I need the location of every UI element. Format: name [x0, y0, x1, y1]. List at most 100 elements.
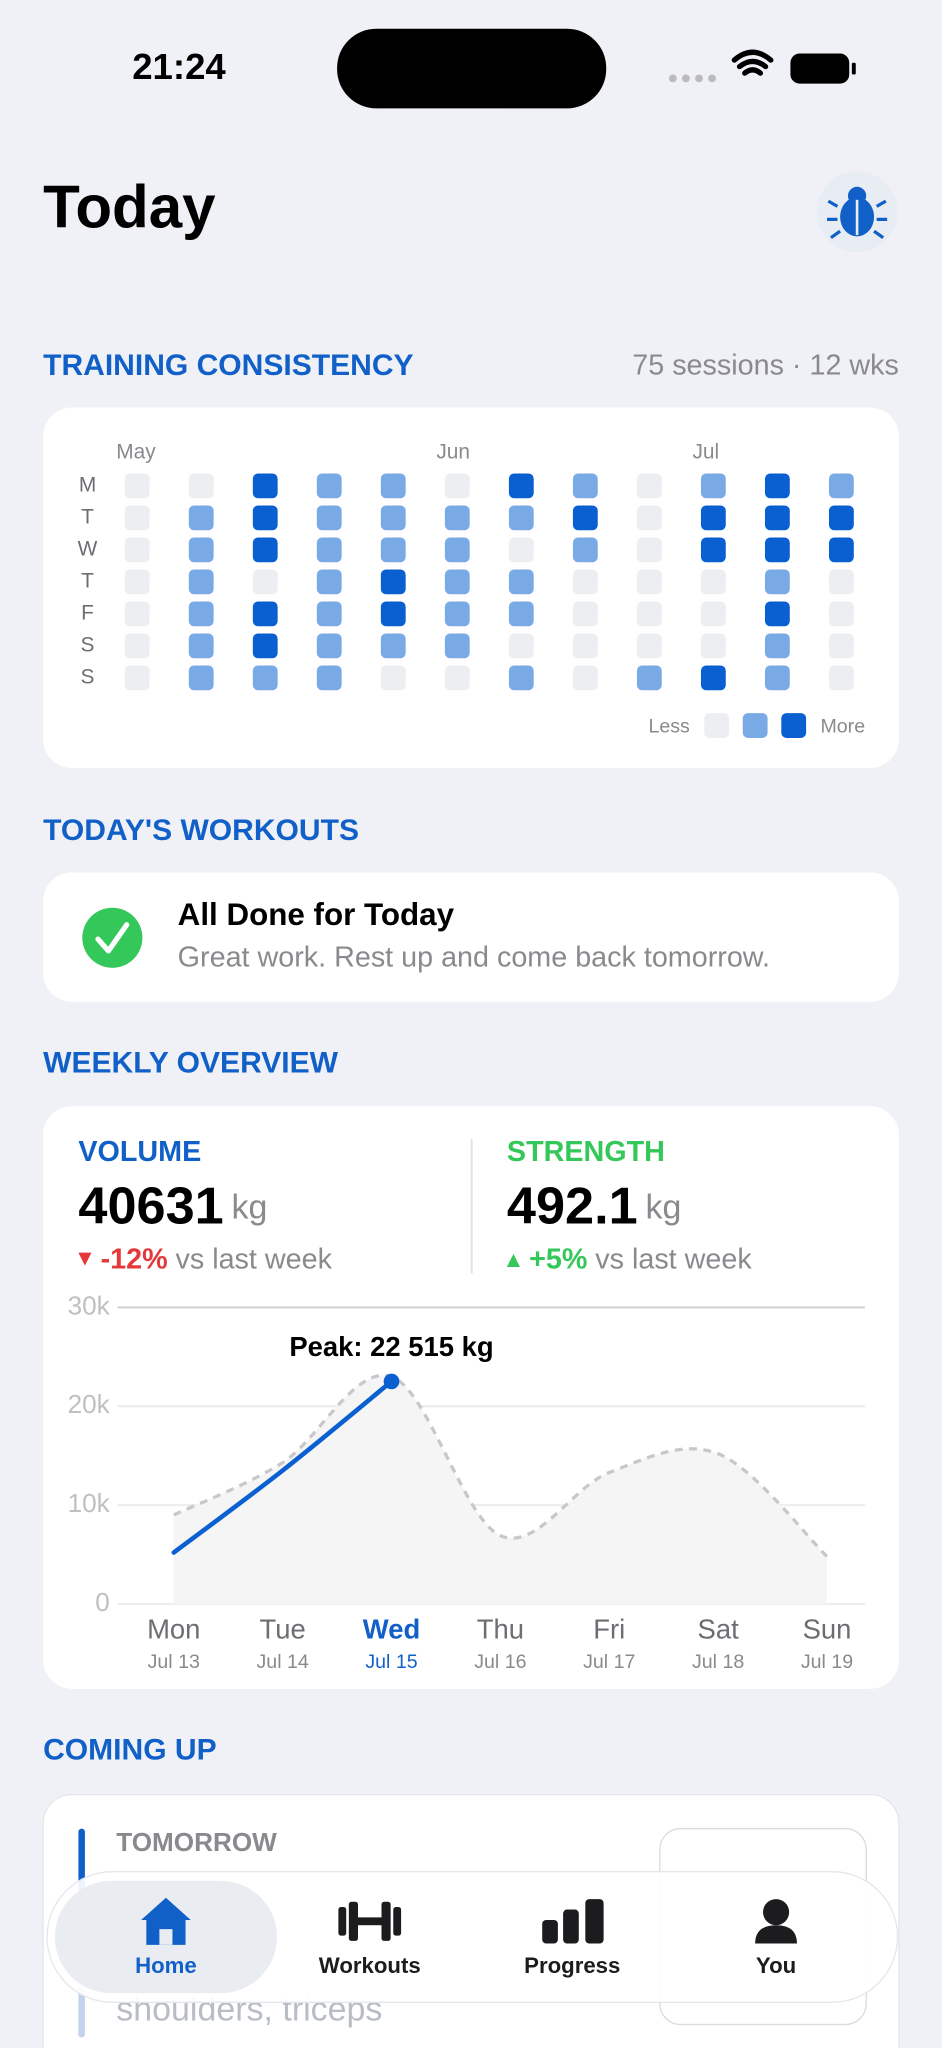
heat-cell [188, 665, 214, 691]
heat-cell [636, 633, 662, 659]
dynamic-island [337, 28, 607, 109]
heat-cell [508, 505, 534, 531]
signal [668, 74, 716, 83]
heat-cell [444, 537, 470, 563]
legend-swatch [781, 713, 807, 738]
heat-cell [700, 505, 726, 531]
volume-chart: 0 10k 20k 30k Peak: 22 515 kg Mon Jul 13 Tue Jul… [68, 1290, 865, 1673]
heat-cell [252, 537, 278, 563]
heat-cell [380, 569, 406, 595]
heat-cell [700, 601, 726, 627]
heat-cell [188, 569, 214, 595]
home-door [159, 1929, 173, 1945]
x-tick-label: Thu [477, 1614, 524, 1645]
workouts-icon[interactable] [338, 1901, 402, 1941]
heat-cell [572, 537, 598, 563]
debug-button[interactable] [816, 171, 898, 253]
value: 40631 [78, 1177, 223, 1235]
heat-cell [380, 601, 406, 627]
heat-cell [700, 633, 726, 659]
heat-cell [252, 505, 278, 531]
heat-cell [572, 569, 598, 595]
heat-cell [636, 665, 662, 691]
consistency-summary: 75 sessions · 12 wks [632, 350, 899, 382]
x-date-label: Jul 14 [257, 1651, 309, 1673]
day-label: S [81, 665, 95, 688]
heat-cell [444, 601, 470, 627]
section-title: COMING UP [43, 1733, 217, 1766]
x-tick-label: Fri [593, 1614, 625, 1645]
heat-cell [444, 569, 470, 595]
comparison: vs last week [175, 1243, 332, 1275]
heat-cell [700, 537, 726, 563]
heat-cell [444, 665, 470, 691]
line [171, 1379, 394, 1555]
heat-cell [764, 569, 790, 595]
card-subtitle: Great work. Rest up and come back tomorr… [178, 941, 770, 973]
heat-cell [380, 537, 406, 563]
heat-cell [828, 601, 854, 627]
heat-cell [572, 505, 598, 531]
heat-cell [636, 601, 662, 627]
x-tick-label: Mon [147, 1614, 200, 1645]
tab-label[interactable]: Workouts [319, 1953, 421, 1978]
heat-cell [828, 505, 854, 531]
heat-cell [508, 537, 534, 563]
up-arrow [506, 1253, 520, 1267]
progress-icon[interactable] [542, 1899, 604, 1944]
change: +5% [529, 1243, 587, 1275]
heat-cell [444, 633, 470, 659]
day-label: F [81, 601, 94, 624]
x-tick-label: Sun [803, 1614, 852, 1645]
heat-cell [316, 601, 342, 627]
heat-cell [124, 601, 150, 627]
y-tick-label: 0 [95, 1587, 110, 1617]
heat-cell [252, 569, 278, 595]
heat-cell [252, 601, 278, 627]
tab-label[interactable]: You [756, 1953, 796, 1978]
status-time: 21:24 [132, 46, 226, 87]
heat-cell [700, 665, 726, 691]
unit: kg [232, 1188, 268, 1226]
heat-cell [316, 537, 342, 563]
tab-label[interactable]: Progress [524, 1953, 620, 1978]
heat-cell [572, 633, 598, 659]
heat-cell [444, 505, 470, 531]
area [173, 1375, 828, 1604]
day-label: W [78, 537, 98, 560]
heat-cell [316, 505, 342, 531]
x-date-label: Jul 16 [474, 1651, 526, 1673]
heat-cell [444, 473, 470, 499]
heat-cell [508, 601, 534, 627]
section-title: WEEKLY OVERVIEW [43, 1046, 339, 1079]
day-label: M [79, 473, 96, 496]
heat-cell [636, 473, 662, 499]
battery [790, 53, 850, 84]
x-tick-label: Tue [260, 1614, 306, 1645]
day-label: S [81, 633, 95, 656]
heat-cell [252, 633, 278, 659]
heat-cell [764, 601, 790, 627]
tab-label[interactable]: Home [135, 1953, 197, 1978]
card [43, 872, 899, 1002]
down-arrow [78, 1252, 92, 1266]
heat-cell [188, 505, 214, 531]
heat-cell [124, 665, 150, 691]
heat-cell [764, 633, 790, 659]
heat-cell [764, 473, 790, 499]
heat-cell [636, 537, 662, 563]
heat-cell [572, 601, 598, 627]
legend-more: More [820, 716, 865, 738]
x-date-label: Jul 19 [801, 1651, 853, 1673]
heat-cell [828, 569, 854, 595]
heat-cell [764, 505, 790, 531]
heat-cell [380, 665, 406, 691]
you-icon[interactable] [755, 1899, 797, 1944]
heat-cell [700, 569, 726, 595]
comparison: vs last week [595, 1243, 752, 1275]
month-label: Jul [692, 441, 719, 464]
home-icon[interactable] [141, 1897, 191, 1945]
heat-cell [188, 633, 214, 659]
